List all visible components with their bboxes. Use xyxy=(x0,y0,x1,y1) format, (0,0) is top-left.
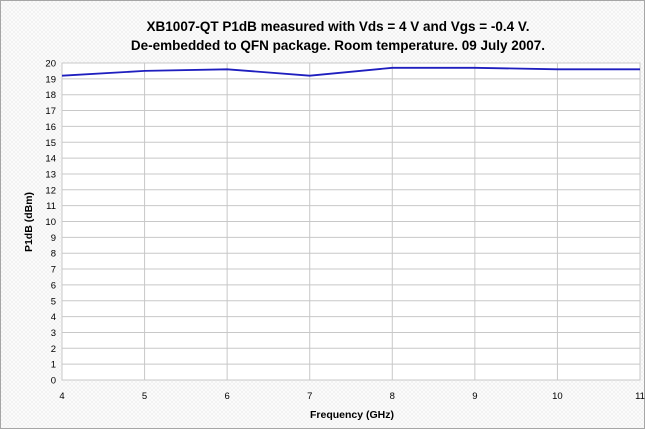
y-tick-label: 13 xyxy=(45,169,56,180)
y-tick-label: 4 xyxy=(51,312,56,323)
y-tick-label: 8 xyxy=(51,249,56,260)
y-tick-label: 12 xyxy=(45,185,56,196)
series-line xyxy=(61,66,640,77)
y-tick-label: 18 xyxy=(45,90,56,101)
y-tick-label: 10 xyxy=(45,217,56,228)
y-tick-label: 3 xyxy=(51,328,56,339)
y-tick-label: 11 xyxy=(46,201,56,212)
chart-title: XB1007-QT P1dB measured with Vds = 4 V a… xyxy=(147,19,530,34)
x-tick-label: 11 xyxy=(635,391,645,402)
y-tick-label: 14 xyxy=(45,154,56,165)
y-tick-label: 20 xyxy=(45,59,56,70)
x-tick-label: 8 xyxy=(390,391,395,402)
y-tick-label: 2 xyxy=(51,344,56,355)
series-layer xyxy=(61,66,640,77)
x-tick-label: 5 xyxy=(142,391,147,402)
y-tick-label: 9 xyxy=(51,233,56,244)
y-tick-label: 17 xyxy=(45,106,56,117)
x-tick-label: 10 xyxy=(552,391,563,402)
x-tick-label: 4 xyxy=(59,391,64,402)
x-axis-ticks: 4 5 6 7 8 9 10 11 xyxy=(59,391,645,402)
x-axis-title: Frequency (GHz) xyxy=(310,409,394,421)
y-tick-label: 0 xyxy=(51,376,56,387)
x-tick-label: 6 xyxy=(224,391,229,402)
y-tick-label: 19 xyxy=(45,74,56,85)
y-axis-title: P1dB (dBm) xyxy=(23,192,35,252)
x-tick-label: 9 xyxy=(472,391,477,402)
chart-subtitle: De-embedded to QFN package. Room tempera… xyxy=(131,38,545,53)
y-tick-label: 1 xyxy=(51,360,56,371)
y-tick-label: 7 xyxy=(51,265,56,276)
y-tick-label: 5 xyxy=(51,296,56,307)
y-tick-label: 15 xyxy=(45,138,56,149)
grid-lines xyxy=(61,62,641,381)
y-tick-label: 6 xyxy=(51,280,56,291)
x-tick-label: 7 xyxy=(307,391,312,402)
y-tick-label: 16 xyxy=(45,122,56,133)
